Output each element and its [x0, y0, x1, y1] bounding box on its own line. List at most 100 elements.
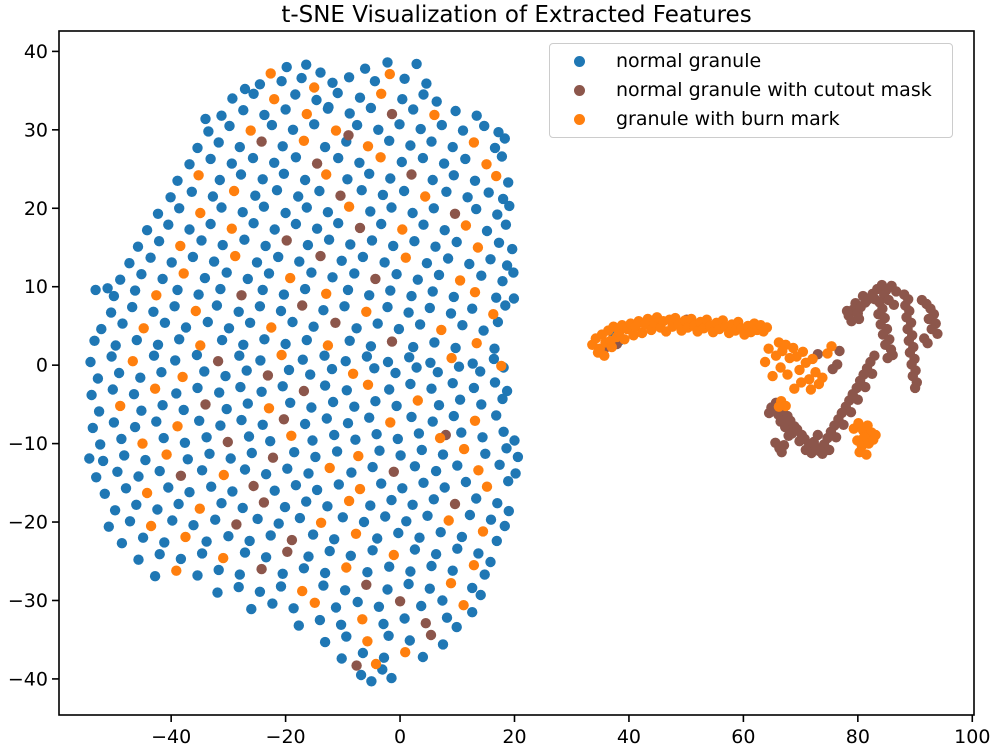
scatter-point: [357, 251, 369, 263]
scatter-point: [254, 301, 266, 312]
scatter-point: [411, 58, 422, 70]
scatter-point: [922, 338, 933, 349]
scatter-point: [192, 570, 203, 581]
scatter-point: [339, 585, 351, 596]
x-tick-label: −20: [266, 726, 306, 747]
scatter-point: [508, 293, 520, 304]
scatter-point: [321, 413, 332, 424]
scatter-point: [290, 89, 301, 100]
scatter-point: [306, 267, 317, 278]
scatter-point: [932, 328, 943, 339]
scatter-point: [149, 571, 161, 582]
scatter-point: [178, 268, 189, 279]
scatter-point: [450, 342, 461, 354]
scatter-point: [326, 363, 338, 375]
scatter-point: [354, 222, 366, 234]
scatter-point: [192, 142, 203, 154]
scatter-point: [256, 563, 267, 575]
scatter-point: [290, 152, 302, 163]
scatter-point: [491, 410, 502, 421]
scatter-point: [376, 478, 387, 489]
scatter-point: [496, 151, 508, 162]
scatter-point: [426, 560, 437, 572]
scatter-point: [297, 354, 308, 365]
scatter-point: [311, 223, 323, 234]
scatter-point: [303, 551, 314, 562]
scatter-point: [172, 284, 183, 296]
scatter-point: [178, 404, 189, 416]
legend-label: granule with burn mark: [616, 107, 840, 130]
scatter-point: [500, 219, 512, 230]
scatter-point: [343, 495, 355, 507]
scatter-point: [445, 308, 457, 319]
scatter-point: [860, 381, 871, 393]
scatter-point: [382, 584, 393, 595]
y-tick-label: 20: [24, 198, 48, 220]
scatter-point: [252, 513, 263, 525]
scatter-point: [870, 429, 881, 441]
scatter-point: [420, 618, 431, 629]
scatter-point: [464, 509, 476, 521]
scatter-point: [140, 454, 151, 466]
scatter-point: [391, 400, 402, 412]
scatter-point: [485, 514, 497, 525]
scatter-point: [354, 157, 365, 168]
scatter-point: [409, 236, 420, 247]
scatter-point: [340, 356, 351, 367]
y-tick-label: −20: [8, 512, 48, 534]
scatter-point: [145, 252, 156, 263]
scatter-point: [287, 124, 299, 135]
scatter-point: [193, 289, 204, 300]
scatter-point: [103, 521, 115, 532]
scatter-point: [408, 341, 419, 353]
scatter-point: [493, 127, 504, 138]
scatter-point: [230, 250, 241, 262]
scatter-point: [267, 598, 278, 609]
scatter-point: [321, 169, 332, 180]
scatter-point: [257, 284, 268, 296]
scatter-point: [409, 544, 421, 555]
scatter-point: [426, 383, 437, 394]
scatter-point: [342, 284, 354, 296]
scatter-point: [437, 449, 449, 460]
scatter-point: [510, 468, 521, 479]
legend-marker-dot: [574, 56, 585, 68]
scatter-point: [434, 432, 446, 444]
scatter-point: [281, 235, 292, 246]
scatter-point: [759, 356, 771, 368]
scatter-point: [137, 532, 149, 543]
scatter-point: [467, 303, 478, 314]
scatter-point: [129, 421, 141, 433]
scatter-point: [116, 538, 128, 549]
scatter-point: [223, 323, 235, 334]
scatter-point: [428, 494, 439, 505]
scatter-point: [315, 517, 327, 528]
scatter-point: [478, 325, 489, 336]
scatter-point: [241, 365, 252, 376]
scatter-point: [301, 108, 312, 120]
scatter-point: [501, 385, 513, 397]
scatter-point: [259, 109, 270, 121]
scatter-point: [370, 658, 382, 670]
scatter-point: [469, 415, 481, 426]
scatter-point: [97, 455, 109, 467]
scatter-point: [309, 119, 320, 130]
scatter-point: [449, 208, 461, 219]
scatter-point: [277, 568, 288, 579]
scatter-point: [425, 357, 436, 368]
scatter-point: [206, 481, 217, 492]
scatter-point: [314, 185, 325, 197]
scatter-point: [132, 241, 144, 252]
scatter-point: [298, 135, 310, 146]
scatter-point: [382, 301, 393, 313]
scatter-point: [127, 356, 138, 367]
scatter-point: [322, 501, 333, 512]
scatter-point: [224, 120, 235, 132]
scatter-point: [458, 443, 470, 455]
scatter-point: [201, 432, 212, 443]
scatter-point: [471, 110, 482, 121]
scatter-point: [371, 429, 382, 440]
scatter-point: [321, 288, 332, 299]
scatter-point: [794, 364, 805, 376]
